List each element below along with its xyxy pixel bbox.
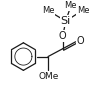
Text: Me: Me <box>77 6 90 15</box>
Text: Me: Me <box>42 6 54 15</box>
Text: Me: Me <box>64 1 77 10</box>
Text: Si: Si <box>61 16 71 26</box>
Text: O: O <box>77 36 84 46</box>
Text: OMe: OMe <box>39 72 59 81</box>
Text: O: O <box>59 31 67 41</box>
